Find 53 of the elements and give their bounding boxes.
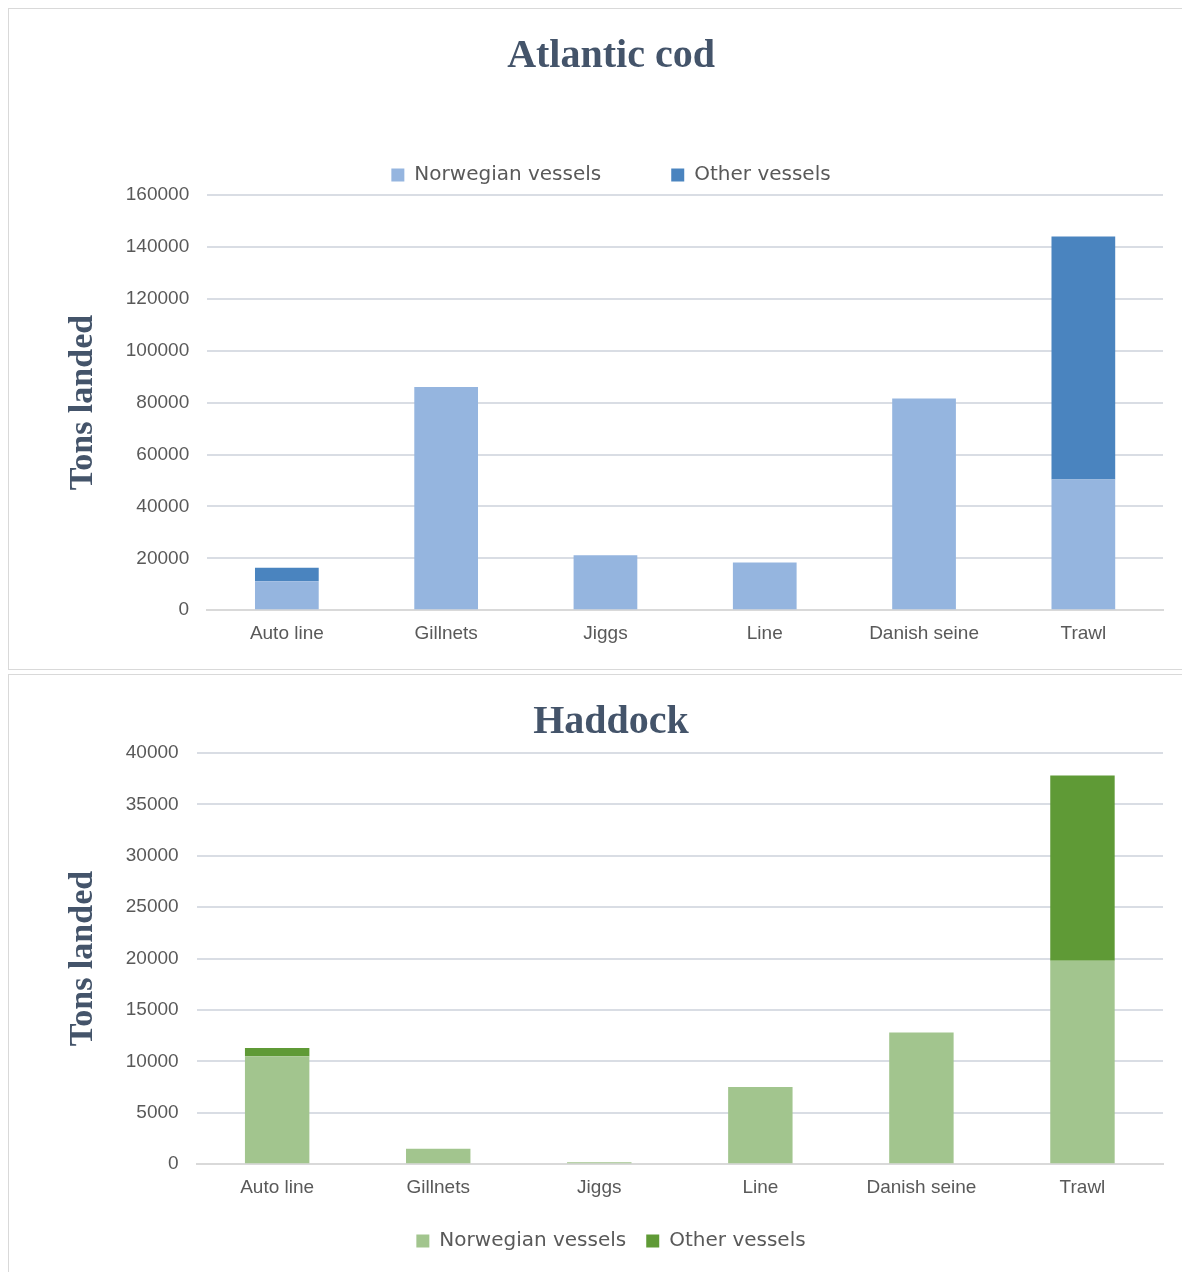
bar (414, 387, 479, 610)
y-tick-label: 10000 (125, 1049, 179, 1071)
y-tick-label: 80000 (136, 390, 190, 412)
bar (889, 1032, 954, 1164)
bar (254, 581, 319, 610)
x-tick-label: Danish seine (869, 621, 979, 643)
bar (573, 555, 638, 610)
x-tick-label: Auto line (240, 1175, 315, 1197)
x-tick-label: Jiggs (577, 1175, 622, 1197)
x-tick-label: Line (742, 1175, 779, 1197)
y-axis-title: Tons landed (62, 870, 100, 1047)
x-tick-label: Trawl (1059, 1175, 1106, 1197)
legend-label: Other vessels (669, 1227, 806, 1252)
y-tick-label: 0 (178, 598, 190, 620)
legend-label: Other vessels (694, 161, 831, 186)
x-tick-label: Auto line (249, 621, 324, 643)
y-tick-label: 20000 (136, 546, 190, 568)
x-tick-label: Jiggs (583, 621, 628, 643)
bar (1050, 775, 1115, 961)
bar (244, 1056, 310, 1164)
y-tick-label: 35000 (125, 792, 179, 814)
bar (406, 1148, 471, 1164)
y-tick-label: 40000 (125, 741, 179, 763)
bar (244, 1048, 310, 1057)
bar (1051, 236, 1116, 480)
y-tick-label: 40000 (136, 494, 190, 516)
y-tick-label: 0 (168, 1152, 179, 1174)
bar (254, 567, 319, 582)
y-tick-label: 25000 (125, 895, 179, 917)
chart-title: Haddock (533, 697, 690, 743)
y-tick-label: 160000 (125, 183, 190, 205)
x-tick-label: Line (746, 621, 783, 643)
x-tick-label: Gillnets (406, 1175, 470, 1197)
y-axis-title: Tons landed (62, 314, 100, 491)
y-tick-label: 20000 (125, 946, 179, 968)
y-tick-label: 30000 (125, 844, 179, 866)
y-tick-label: 60000 (136, 442, 190, 464)
bar (892, 398, 956, 610)
x-tick-label: Trawl (1060, 621, 1107, 643)
y-tick-label: 100000 (125, 338, 190, 360)
y-tick-label: 140000 (125, 235, 190, 257)
bar (728, 1087, 793, 1164)
chart-title: Atlantic cod (507, 31, 715, 77)
x-tick-label: Gillnets (414, 621, 478, 643)
y-tick-label: 5000 (136, 1101, 179, 1123)
bar (732, 562, 797, 610)
bar (1050, 960, 1115, 1164)
legend-label: Norwegian vessels (439, 1227, 627, 1252)
y-tick-label: 15000 (125, 998, 179, 1020)
bar (1051, 479, 1116, 610)
y-tick-label: 120000 (125, 287, 190, 309)
x-tick-label: Danish seine (866, 1175, 977, 1197)
legend-label: Norwegian vessels (414, 161, 602, 186)
